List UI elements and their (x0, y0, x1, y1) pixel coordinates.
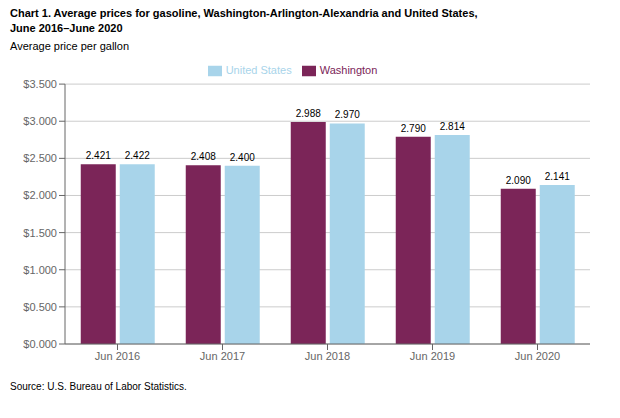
svg-text:Jun 2020: Jun 2020 (515, 350, 560, 362)
svg-text:$3.500: $3.500 (23, 78, 57, 90)
html-text:United States: United States (225, 64, 292, 76)
svg-text:2.988: 2.988 (296, 108, 321, 119)
html-text:June 2016–June 2020: June 2016–June 2020 (10, 22, 123, 34)
html-text:Average price per gallon: Average price per gallon (10, 40, 129, 52)
svg-text:2.400: 2.400 (230, 152, 255, 163)
svg-text:$0.500: $0.500 (23, 301, 57, 313)
svg-text:2.790: 2.790 (401, 123, 426, 134)
svg-text:2.422: 2.422 (125, 150, 150, 161)
html-text:Source: U.S. Bureau of Labor S: Source: U.S. Bureau of Labor Statistics. (10, 381, 187, 392)
svg-text:2.141: 2.141 (545, 171, 570, 182)
svg-text:$1.000: $1.000 (23, 264, 57, 276)
svg-text:Jun 2016: Jun 2016 (95, 350, 140, 362)
svg-text:2.408: 2.408 (191, 151, 216, 162)
svg-text:Jun 2017: Jun 2017 (200, 350, 245, 362)
svg-text:$3.000: $3.000 (23, 115, 57, 127)
svg-text:$1.500: $1.500 (23, 227, 57, 239)
svg-text:2.090: 2.090 (506, 175, 531, 186)
svg-text:$2.000: $2.000 (23, 189, 57, 201)
svg-text:Jun 2018: Jun 2018 (305, 350, 350, 362)
svg-text:2.421: 2.421 (86, 150, 111, 161)
svg-text:2.970: 2.970 (335, 109, 360, 120)
html-text:Chart 1. Average prices for ga: Chart 1. Average prices for gasoline, Wa… (10, 7, 478, 19)
svg-text:Jun 2019: Jun 2019 (410, 350, 455, 362)
svg-text:$2.500: $2.500 (23, 152, 57, 164)
svg-text:$0.000: $0.000 (23, 338, 57, 350)
html-text:Washington: Washington (319, 64, 378, 76)
svg-text:2.814: 2.814 (440, 121, 465, 132)
